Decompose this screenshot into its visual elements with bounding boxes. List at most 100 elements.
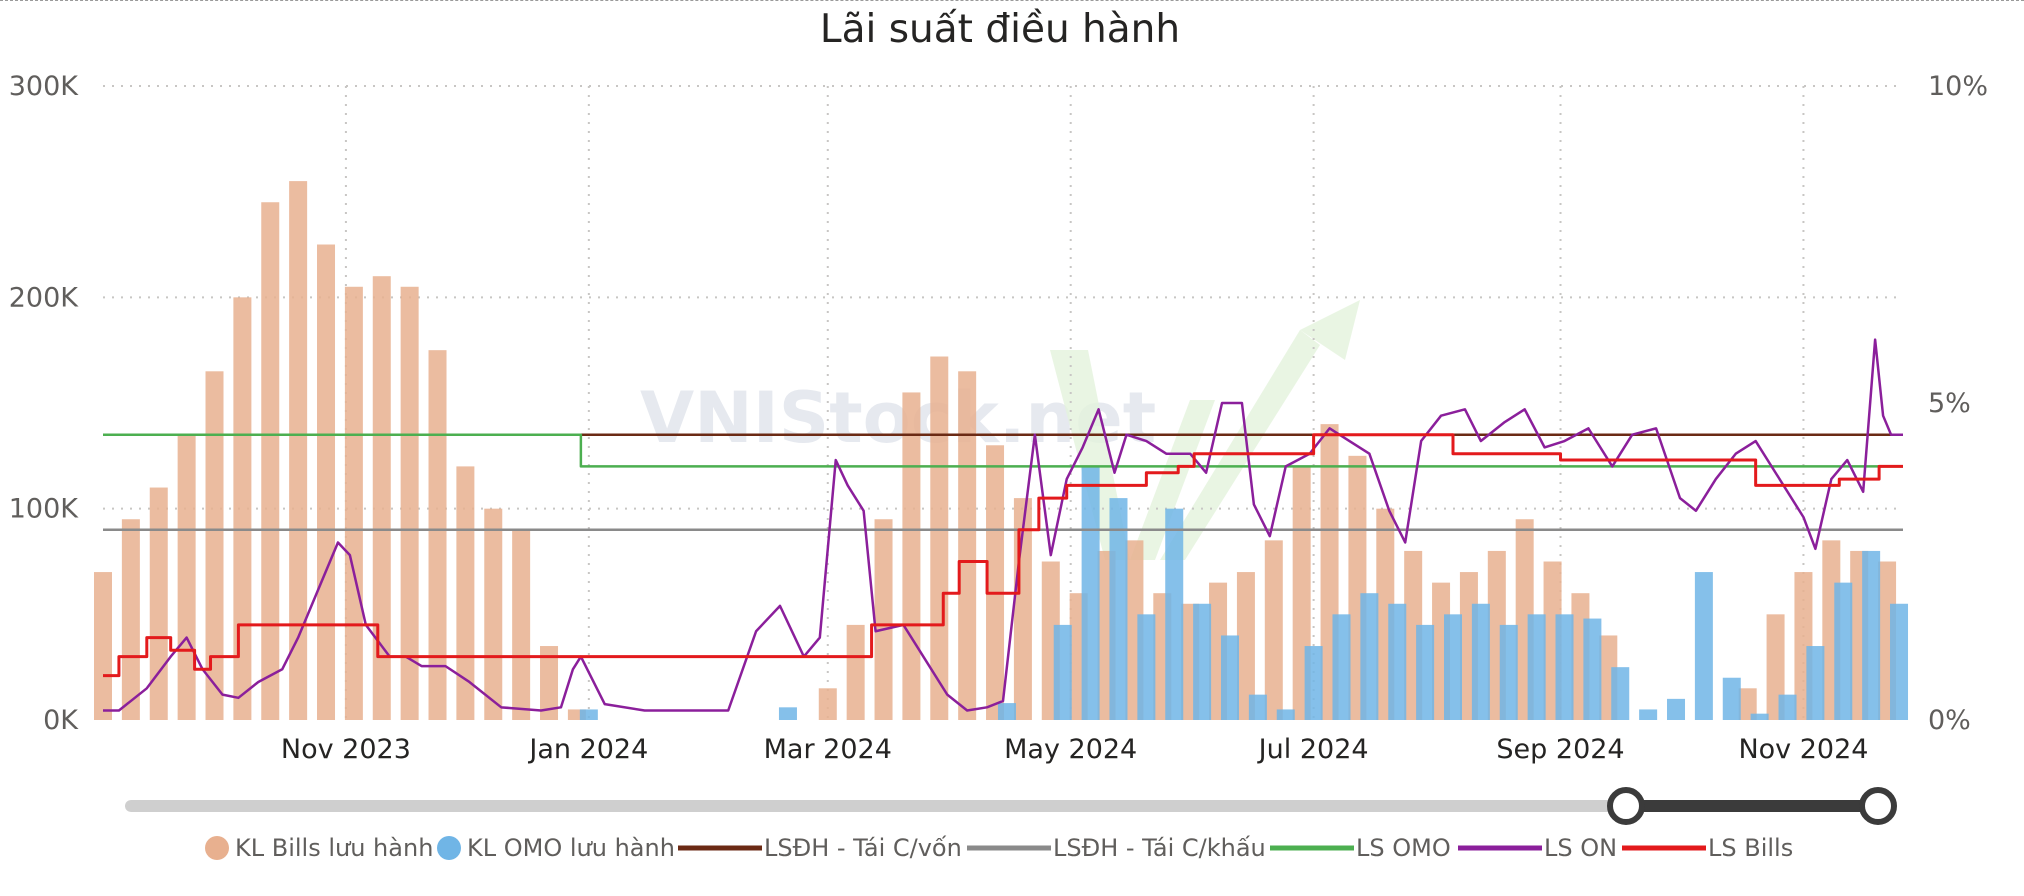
slider-track: [125, 800, 1625, 812]
bills-bar: [400, 286, 419, 720]
bills-bar: [846, 624, 865, 720]
bills-bar: [289, 181, 308, 721]
omo-bar: [1109, 498, 1128, 720]
y-left-tick-label: 100K: [9, 494, 80, 525]
range-slider[interactable]: [125, 787, 1897, 825]
bills-bar: [372, 276, 391, 720]
x-tick-label: Sep 2024: [1496, 734, 1624, 765]
omo-bar: [1053, 624, 1072, 720]
slider-handle-start[interactable]: [1607, 787, 1645, 825]
bills-bar: [317, 244, 336, 720]
slider-active-range: [1626, 800, 1878, 812]
omo-bar: [1862, 550, 1881, 720]
x-axis: Nov 2023 Jan 2024 Mar 2024 May 2024 Jul 2024…: [281, 734, 1869, 765]
y-axis-left: 0K 100K 200K 300K: [9, 71, 80, 736]
omo-bar: [1137, 614, 1156, 720]
omo-bar: [1555, 614, 1574, 720]
bills-bar: [540, 646, 559, 720]
bills-bar: [1236, 572, 1255, 720]
bills-bar: [233, 297, 252, 720]
omo-bar: [1193, 603, 1212, 720]
omo-bar: [1722, 677, 1741, 720]
legend-label: KL Bills lưu hành: [235, 834, 433, 862]
omo-bar: [778, 707, 797, 720]
omo-bar: [579, 709, 598, 720]
omo-bar: [1388, 603, 1407, 720]
omo-bar: [1248, 694, 1267, 720]
omo-bar: [1806, 646, 1825, 720]
bills-bar: [1766, 614, 1785, 720]
omo-bar: [1304, 646, 1323, 720]
bills-bar: [177, 434, 196, 720]
legend-label: LSĐH - Tái C/vốn: [764, 834, 962, 862]
bills-bar: [818, 688, 837, 720]
x-tick-label: Jan 2024: [527, 734, 648, 765]
omo-bars: [579, 466, 1909, 720]
y-axis-right: 0% 5% 10%: [1928, 71, 1988, 736]
bills-bar: [456, 466, 475, 720]
omo-bar: [1778, 694, 1797, 720]
legend-label: LS Bills: [1708, 834, 1793, 862]
legend-marker: [205, 836, 229, 860]
legend-marker: [437, 836, 461, 860]
omo-bar: [1499, 624, 1518, 720]
omo-bar: [1527, 614, 1546, 720]
omo-bar: [1165, 508, 1184, 720]
bills-bar: [261, 202, 280, 720]
y-right-tick-label: 5%: [1928, 388, 1971, 419]
y-left-tick-label: 200K: [9, 282, 80, 313]
x-tick-label: Mar 2024: [764, 734, 892, 765]
bills-bar: [121, 519, 140, 720]
omo-bar: [1220, 635, 1239, 720]
omo-bar: [1332, 614, 1351, 720]
omo-bar: [1611, 667, 1630, 720]
omo-bar: [1276, 709, 1295, 720]
x-tick-label: Nov 2024: [1738, 734, 1868, 765]
omo-bar: [997, 703, 1016, 720]
y-right-tick-label: 0%: [1928, 705, 1971, 736]
omo-bar: [1639, 709, 1658, 720]
line-ls-omo: [103, 433, 1903, 468]
bills-bar: [344, 286, 363, 720]
legend-label: LS OMO: [1356, 834, 1451, 862]
bills-bar: [149, 487, 168, 720]
y-left-tick-label: 300K: [9, 71, 80, 102]
omo-bar: [1416, 624, 1435, 720]
bills-bars: [94, 181, 1897, 721]
legend: KL Bills lưu hành KL OMO lưu hành LSĐH - T…: [205, 834, 1793, 862]
bills-bar: [874, 519, 893, 720]
omo-bar: [1667, 698, 1686, 720]
omo-bar: [1890, 603, 1909, 720]
bills-bar: [484, 508, 503, 720]
x-tick-label: May 2024: [1004, 734, 1137, 765]
x-tick-label: Nov 2023: [281, 734, 411, 765]
omo-bar: [1583, 618, 1602, 720]
omo-bar: [1444, 614, 1462, 720]
chart-title: Lãi suất điều hành: [820, 7, 1180, 52]
bills-bar: [205, 371, 224, 720]
legend-label: LS ON: [1544, 834, 1617, 862]
bills-bar: [902, 392, 921, 720]
omo-bar: [1471, 603, 1490, 720]
slider-handle-end[interactable]: [1859, 787, 1897, 825]
bills-bar: [428, 350, 447, 720]
top-border: [0, 0, 2024, 1]
bills-bar: [94, 572, 112, 720]
bills-bar: [1738, 688, 1757, 720]
line-ls-bills: [103, 433, 1903, 678]
y-right-tick-label: 10%: [1928, 71, 1988, 102]
omo-bar: [1694, 572, 1713, 720]
bills-bar: [1264, 540, 1283, 720]
legend-label: LSĐH - Tái C/khấu: [1053, 834, 1266, 862]
legend-label: KL OMO lưu hành: [467, 834, 675, 862]
series-lines: [103, 338, 1903, 712]
bills-bar: [930, 356, 949, 720]
omo-bar: [1360, 593, 1379, 720]
y-left-tick-label: 0K: [43, 705, 79, 736]
omo-bar: [1834, 582, 1853, 720]
bills-bar: [958, 371, 977, 720]
bills-bar: [986, 445, 1005, 720]
omo-bar: [1750, 713, 1769, 720]
x-tick-label: Jul 2024: [1257, 734, 1369, 765]
